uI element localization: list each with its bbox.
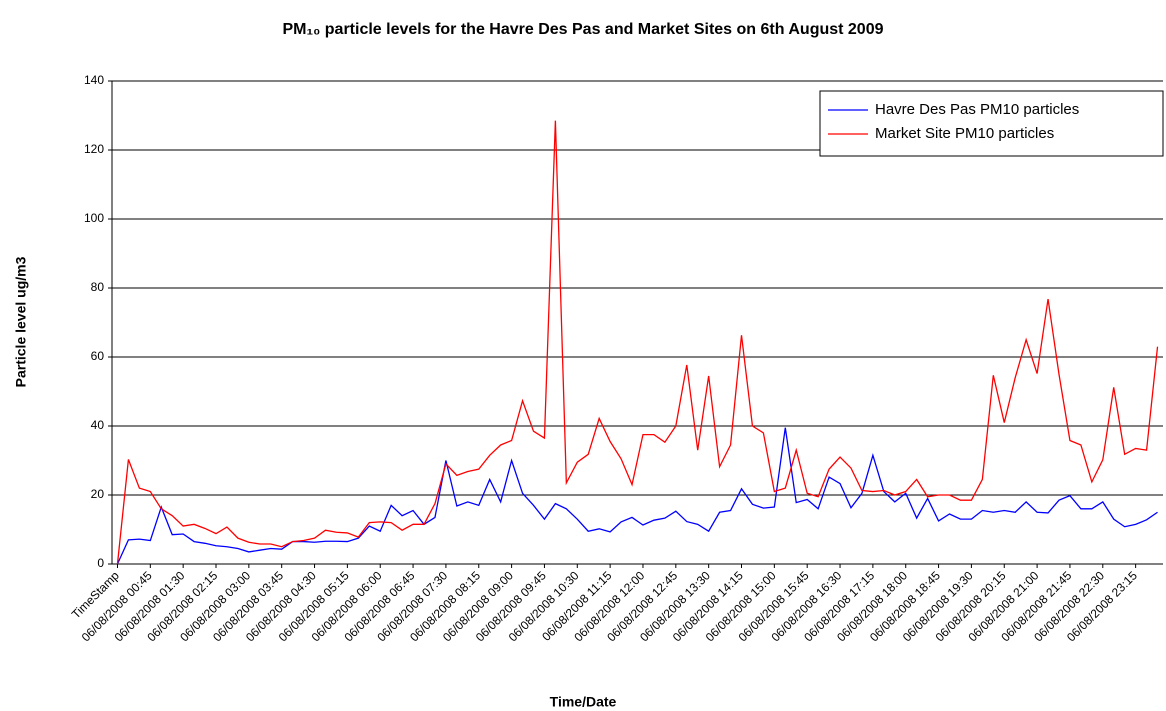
y-tick-label: 40 (91, 418, 105, 432)
legend-box (819, 90, 1164, 157)
y-tick-label: 140 (84, 73, 104, 87)
y-tick-label: 60 (91, 349, 105, 363)
y-tick-label: 120 (84, 142, 104, 156)
y-axis-title: Particle level ug/m3 (13, 256, 29, 387)
legend-label: Havre Des Pas PM10 particles (875, 101, 1079, 118)
y-tick-label: 80 (91, 280, 105, 294)
series-line (116, 427, 1158, 565)
chart-title: PM₁₀ particle levels for the Havre Des P… (283, 21, 884, 38)
legend-label: Market Site PM10 particles (875, 125, 1054, 142)
y-tick-label: 0 (97, 556, 104, 570)
y-tick-label: 100 (84, 211, 104, 225)
x-axis-title: Time/Date (550, 694, 617, 710)
series-line (116, 120, 1159, 565)
y-tick-label: 20 (91, 487, 105, 501)
